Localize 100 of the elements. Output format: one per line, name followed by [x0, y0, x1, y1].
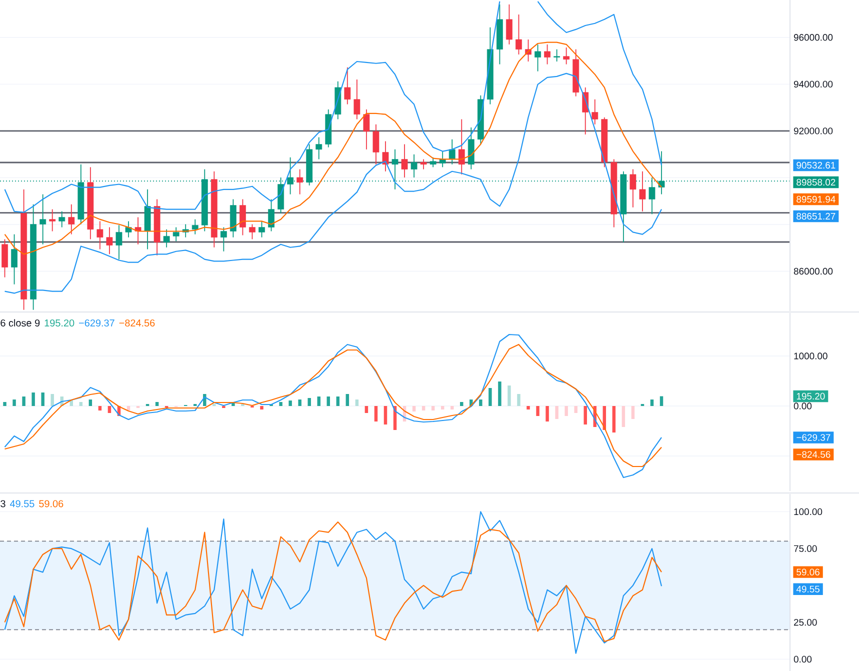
line-series	[4, 521, 662, 642]
candlestick	[372, 124, 380, 165]
candlestick	[220, 226, 227, 252]
bar	[422, 406, 426, 410]
y-tick-label: 1000.00	[794, 352, 828, 360]
bar	[650, 399, 654, 406]
candlestick	[563, 47, 570, 65]
bar	[22, 396, 26, 406]
bar	[546, 406, 549, 422]
candlestick	[344, 66, 351, 105]
candlestick	[192, 218, 198, 235]
text: 88651.27	[796, 212, 836, 220]
candlestick	[40, 194, 46, 245]
annotation: 195.20	[44, 319, 74, 327]
bar	[631, 406, 635, 419]
bar	[79, 402, 83, 406]
bar	[431, 406, 435, 410]
bar	[308, 398, 311, 406]
bar	[498, 381, 502, 406]
text: 59.06	[796, 568, 820, 576]
bar	[517, 394, 520, 406]
bar	[288, 400, 292, 406]
candlestick	[506, 4, 512, 45]
candlestick	[296, 168, 304, 195]
candlestick	[354, 79, 360, 120]
bar	[317, 396, 320, 406]
bar	[660, 396, 664, 406]
y-tick-label: 0.00	[794, 402, 812, 410]
bar	[412, 406, 416, 412]
y-tick-label: 25.00	[794, 618, 817, 626]
candlestick	[268, 198, 274, 232]
bar	[622, 406, 626, 427]
candlestick	[639, 170, 646, 212]
bar	[50, 394, 54, 406]
bar	[564, 406, 568, 416]
y-tick-label: 86000.00	[794, 268, 833, 275]
candlestick	[448, 138, 456, 165]
bar	[584, 406, 587, 424]
bar	[108, 406, 112, 413]
candlestick	[316, 136, 322, 160]
bar	[536, 406, 540, 416]
candlestick	[68, 204, 75, 235]
candlestick	[249, 224, 256, 240]
annotation: 49.55	[10, 500, 34, 508]
bar	[440, 406, 444, 410]
bar	[12, 399, 16, 406]
annotation: 59.06	[39, 500, 64, 508]
candlestick	[258, 220, 265, 238]
bar	[260, 406, 264, 410]
bar	[574, 406, 578, 413]
y-tick-label: 100.00	[794, 508, 822, 516]
candlestick	[163, 228, 170, 248]
candlestick	[240, 198, 246, 236]
bar	[279, 402, 282, 406]
bar	[326, 396, 330, 406]
text: 90532.61	[796, 162, 836, 169]
bar	[41, 392, 44, 406]
candlestick	[592, 98, 598, 125]
y-tick-label: 92000.00	[794, 128, 833, 134]
candlestick	[630, 168, 636, 208]
annotation: 3	[0, 500, 6, 508]
bar	[88, 399, 92, 406]
candlestick	[534, 44, 541, 72]
text: 89591.94	[796, 196, 836, 203]
candlestick	[172, 226, 180, 242]
bar	[479, 399, 482, 406]
bar	[450, 406, 454, 410]
y-tick-label: 75.00	[794, 545, 817, 552]
y-tick-label: 0.00	[794, 656, 812, 663]
candlestick	[11, 234, 18, 285]
bar	[298, 399, 302, 406]
candlestick	[106, 226, 113, 255]
bar	[355, 399, 359, 406]
candlestick	[58, 210, 66, 228]
candlestick	[125, 220, 132, 238]
text: 89858.02	[796, 178, 836, 186]
candlestick	[96, 220, 104, 250]
bar	[98, 406, 102, 410]
bar	[32, 392, 35, 406]
candlestick	[401, 144, 408, 178]
candlestick	[363, 108, 370, 150]
text: 195.20	[796, 392, 825, 400]
annotation: 6 close 9	[0, 319, 40, 327]
bar	[612, 406, 616, 432]
bar	[384, 406, 388, 424]
y-tick-label: 94000.00	[794, 80, 833, 88]
candlestick	[49, 208, 56, 232]
candlestick	[382, 140, 389, 172]
bar	[460, 402, 464, 406]
bar	[488, 388, 492, 406]
bar	[346, 394, 350, 406]
y-tick-label: 96000.00	[794, 34, 833, 41]
text: −629.37	[796, 434, 830, 441]
bar	[3, 402, 6, 406]
candlestick	[554, 48, 560, 62]
annotation: −629.37	[79, 319, 114, 327]
bar	[526, 406, 530, 410]
bar	[374, 406, 378, 422]
text: −824.56	[796, 451, 830, 458]
text: 49.55	[796, 586, 820, 592]
